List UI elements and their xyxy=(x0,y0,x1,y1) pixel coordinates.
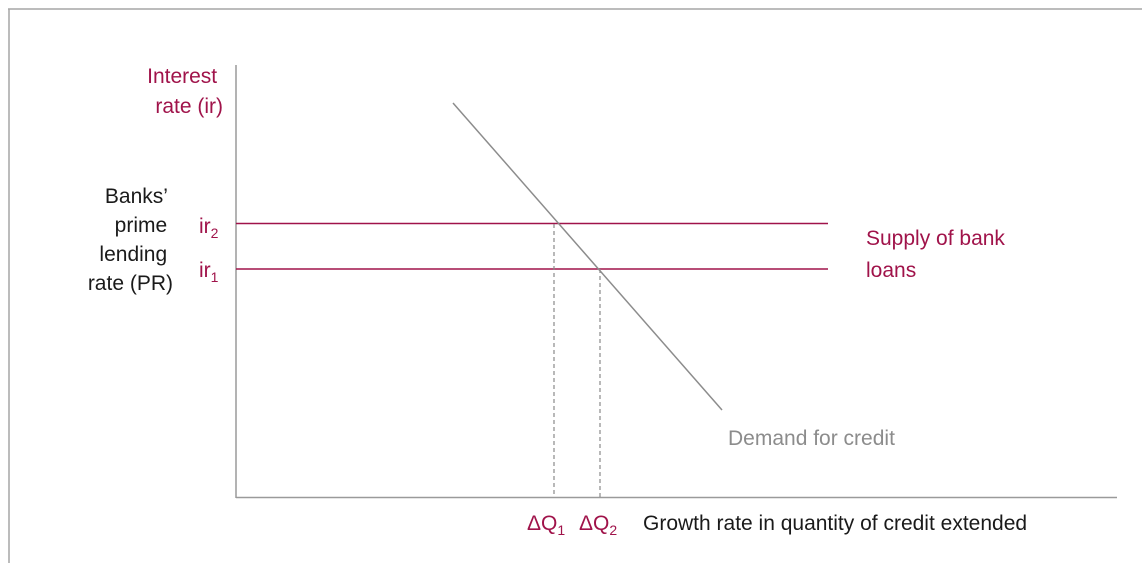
y-axis-label-line-1: Interest xyxy=(147,65,217,88)
rate-label-ir2-base: ir xyxy=(199,215,211,238)
quantity-label-q2: ΔQ2 xyxy=(579,512,617,538)
rate-label-ir1-subscript: 1 xyxy=(211,269,219,285)
supply-curve-label: Supply of bank loans xyxy=(866,227,1011,282)
prime-rate-label-line-1: Banks’ xyxy=(105,185,167,208)
x-axis-label: Growth rate in quantity of credit extend… xyxy=(643,512,1027,535)
prime-rate-label-line-4: rate (PR) xyxy=(88,272,173,295)
prime-rate-label: Banks’ prime lending rate (PR) xyxy=(88,185,173,295)
supply-curve-label-line-1: Supply of bank xyxy=(866,227,1005,250)
quantity-label-q1-subscript: 1 xyxy=(557,522,565,538)
prime-rate-label-line-3: lending xyxy=(99,243,167,266)
prime-rate-label-line-2: prime xyxy=(115,214,168,237)
y-axis-label: Interest rate (ir) xyxy=(147,65,223,118)
quantity-label-q2-base: ΔQ xyxy=(579,512,609,535)
rate-label-ir2-subscript: 2 xyxy=(211,225,219,241)
quantity-label-q1-base: ΔQ xyxy=(527,512,557,535)
quantity-label-q1: ΔQ1 xyxy=(527,512,565,538)
supply-curve-label-line-2: loans xyxy=(866,259,916,282)
rate-label-ir1-base: ir xyxy=(199,259,211,282)
rate-label-ir1: ir1 xyxy=(199,259,219,285)
y-axis-label-line-2: rate (ir) xyxy=(155,95,223,118)
quantity-label-q2-subscript: 2 xyxy=(609,522,617,538)
rate-label-ir2: ir2 xyxy=(199,215,219,241)
demand-curve-label: Demand for credit xyxy=(728,427,895,450)
demand-curve xyxy=(452,102,723,411)
